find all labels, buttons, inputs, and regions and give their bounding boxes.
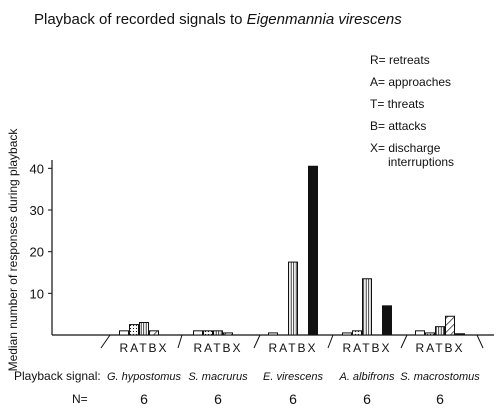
legend: R= retreats A= approaches T= threats B= … — [370, 53, 454, 169]
y-tick-label: 20 — [30, 245, 44, 260]
n-label: N= — [72, 392, 88, 406]
y-tick-label: 40 — [30, 161, 44, 176]
n-value-a-albifrons: 6 — [363, 391, 371, 407]
bar-s-macrostomus-R — [415, 330, 425, 336]
signal-label-e-virescens: E. virescens — [263, 371, 323, 383]
chart-title-species: Eigenmannia virescens — [247, 11, 403, 28]
bar-s-macrostomus-A — [425, 332, 435, 336]
bar-s-macrostomus-B — [445, 315, 455, 336]
chart-title: Playback of recorded signals to Eigenman… — [34, 11, 402, 28]
signal-labels: G. hypostomus S. macrurus E. virescens A… — [107, 371, 480, 383]
bar-g-hypostomus-A — [129, 324, 139, 336]
group-divider — [327, 334, 334, 349]
n-value-s-macrurus: 6 — [214, 391, 222, 407]
group-dividers — [100, 334, 484, 349]
legend-item-discharge: X= discharge — [370, 141, 441, 155]
bar-a-albifrons-X — [382, 305, 392, 336]
group-letters-g-hypostomus: RATBX — [119, 341, 168, 355]
group-letters-s-macrurus: RATBX — [193, 341, 242, 355]
bar-s-macrostomus-X — [455, 333, 465, 336]
bar-s-macrostomus-T — [435, 326, 445, 336]
bar-g-hypostomus-T — [139, 322, 149, 336]
y-axis-label: Median number of responses during playba… — [6, 128, 20, 372]
y-tick-label: 30 — [30, 203, 44, 218]
signal-label-s-macrurus: S. macrurus — [188, 371, 248, 383]
legend-item-attacks: B= attacks — [370, 119, 426, 133]
bar-s-macrurus-T — [213, 330, 223, 336]
n-values: 6 6 6 6 6 — [140, 391, 444, 407]
signal-label-a-albifrons: A. albifrons — [338, 371, 395, 383]
playback-signal-label: Playback signal: — [14, 369, 101, 383]
signal-label-g-hypostomus: G. hypostomus — [107, 371, 181, 383]
chart-title-prefix: Playback of recorded signals to — [34, 11, 242, 28]
y-ticks: 10 20 30 40 — [30, 161, 52, 301]
bar-e-virescens-X — [308, 165, 318, 336]
group-divider — [400, 334, 408, 349]
bar-a-albifrons-R — [342, 332, 352, 336]
legend-item-discharge-line2: interruptions — [388, 155, 454, 169]
bars — [119, 165, 465, 336]
bar-a-albifrons-A — [352, 330, 362, 336]
signal-label-s-macrostomus: S. macrostomus — [400, 371, 480, 383]
group-divider — [476, 334, 484, 349]
group-letters-a-albifrons: RATBX — [342, 341, 391, 355]
bar-s-macrurus-B — [223, 332, 233, 336]
legend-item-retreats: R= retreats — [370, 53, 430, 67]
group-letters-e-virescens: RATBX — [268, 341, 317, 355]
group-divider — [100, 334, 111, 349]
group-letter-labels: RATBX RATBX RATBX RATBX RATBX — [119, 341, 464, 355]
bar-g-hypostomus-B — [149, 330, 159, 336]
bar-e-virescens-T — [288, 261, 298, 336]
y-tick-label: 10 — [30, 286, 44, 301]
group-divider — [253, 334, 261, 349]
bar-a-albifrons-T — [362, 278, 372, 336]
bar-e-virescens-R — [268, 332, 278, 336]
group-divider — [177, 334, 183, 349]
n-value-e-virescens: 6 — [289, 391, 297, 407]
bar-s-macrurus-A — [203, 330, 213, 336]
n-value-s-macrostomus: 6 — [436, 391, 444, 407]
n-value-g-hypostomus: 6 — [140, 391, 148, 407]
group-letters-s-macrostomus: RATBX — [415, 341, 464, 355]
bar-g-hypostomus-R — [119, 330, 129, 336]
bar-s-macrurus-R — [193, 330, 203, 336]
legend-item-threats: T= threats — [370, 97, 424, 111]
legend-item-approaches: A= approaches — [370, 75, 451, 89]
